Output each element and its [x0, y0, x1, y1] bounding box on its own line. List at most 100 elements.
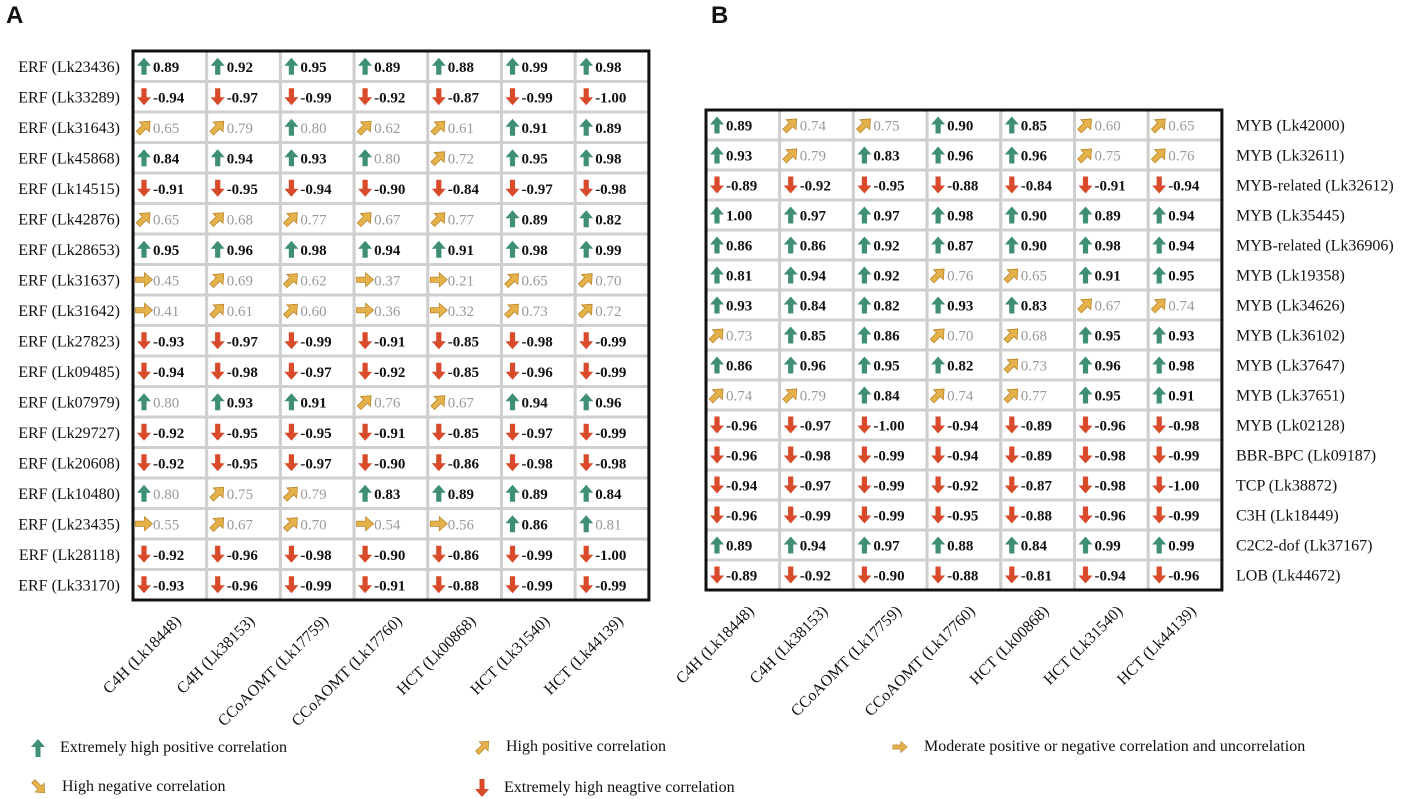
cell-value: -0.87 — [448, 90, 480, 106]
cell-value: 0.93 — [227, 395, 253, 411]
arrow-right-icon — [429, 515, 448, 532]
cell-value: 0.72 — [595, 304, 621, 320]
cell-value: -0.99 — [595, 578, 626, 594]
arrow-down-icon — [284, 179, 299, 197]
cell-value: 0.95 — [1095, 389, 1121, 405]
heatmap-cell — [205, 171, 282, 205]
arrow-up-icon — [931, 206, 946, 224]
arrow-down-icon — [284, 332, 299, 350]
cell-value: 0.81 — [726, 269, 752, 285]
arrow-up-right-icon — [1150, 148, 1166, 164]
arrow-right-icon — [135, 515, 154, 532]
cell-value: -0.86 — [448, 456, 480, 472]
arrow-down-icon — [857, 176, 872, 194]
arrow-up-right-icon — [209, 120, 225, 136]
arrow-down-icon — [358, 545, 373, 563]
cell-value: 0.77 — [300, 212, 327, 228]
cell-value: -0.81 — [1021, 569, 1052, 585]
arrow-down-icon — [931, 566, 946, 584]
arrow-up-right-icon — [356, 395, 372, 411]
arrow-down-icon — [579, 332, 594, 350]
arrow-up-right-icon — [209, 212, 225, 228]
cell-value: -0.94 — [153, 90, 185, 106]
arrow-up-right-icon — [209, 303, 225, 319]
arrow-up-icon — [710, 536, 724, 554]
cell-value: -0.96 — [1168, 569, 1200, 585]
arrow-down-icon — [1078, 476, 1093, 494]
arrow-up-icon — [579, 118, 594, 136]
cell-value: -0.99 — [595, 334, 626, 350]
arrow-up-icon — [137, 484, 151, 502]
arrow-up-icon — [431, 57, 446, 75]
arrow-up-icon — [1004, 236, 1019, 254]
cell-value: 0.74 — [947, 389, 974, 405]
arrow-up-icon — [783, 326, 798, 344]
arrow-down-icon — [431, 454, 446, 472]
cell-value: -0.99 — [522, 90, 553, 106]
row-label: ERF (Lk09485) — [18, 364, 120, 381]
arrow-down-icon — [137, 332, 151, 350]
panel-b-label: B — [711, 2, 729, 29]
cell-value: 0.98 — [595, 151, 621, 167]
arrow-down-icon — [931, 176, 946, 194]
arrow-down-icon — [579, 545, 594, 563]
arrow-up-icon — [210, 240, 225, 258]
cell-value: -0.92 — [374, 365, 405, 381]
cell-value: -0.91 — [1095, 179, 1126, 195]
row-label: ERF (Lk45868) — [18, 150, 120, 167]
row-label: ERF (Lk23435) — [18, 516, 120, 533]
cell-value: 0.96 — [800, 359, 827, 375]
arrow-up-right-icon — [282, 303, 298, 319]
arrow-up-icon — [284, 240, 299, 258]
cell-value: 0.67 — [227, 517, 254, 533]
arrow-up-right-icon — [1077, 148, 1092, 164]
row-label: MYB (Lk32611) — [1236, 148, 1344, 165]
arrow-down-icon — [1078, 566, 1093, 584]
cell-value: 0.74 — [800, 119, 827, 135]
row-label: ERF (Lk27823) — [18, 333, 120, 350]
cell-value: 0.76 — [1168, 149, 1195, 165]
cell-value: 0.45 — [153, 273, 179, 289]
cell-value: -0.98 — [300, 548, 331, 564]
cell-value: 0.60 — [300, 304, 326, 320]
arrow-up-icon — [210, 393, 225, 411]
arrow-up-icon — [137, 149, 151, 167]
arrow-up-icon — [137, 393, 151, 411]
arrow-up-right-icon — [282, 212, 298, 228]
cell-value: -0.92 — [947, 479, 978, 495]
cell-value: -0.98 — [522, 334, 553, 350]
arrow-up-right-icon — [1003, 358, 1019, 374]
cell-value: -1.00 — [1168, 479, 1199, 495]
cell-value: 0.93 — [726, 299, 752, 315]
heatmap-cell — [352, 141, 430, 175]
cell-value: 0.70 — [300, 517, 326, 533]
cell-value: -0.84 — [1021, 179, 1053, 195]
heatmap-cell — [278, 537, 356, 571]
cell-value: 0.84 — [873, 389, 900, 405]
cell-value: -0.98 — [800, 449, 831, 465]
cell-value: 0.98 — [300, 243, 326, 259]
arrow-down-icon — [431, 545, 446, 563]
cell-value: -0.95 — [947, 509, 978, 525]
cell-value: 0.94 — [1168, 239, 1195, 255]
cell-value: 0.96 — [595, 395, 622, 411]
arrow-down-icon — [1004, 176, 1019, 194]
cell-value: -0.99 — [1168, 449, 1199, 465]
arrow-down-icon — [1152, 566, 1167, 584]
cell-value: -0.96 — [726, 509, 758, 525]
cell-value: 0.73 — [1021, 359, 1047, 375]
row-label: MYB-related (Lk36906) — [1236, 238, 1394, 255]
cell-value: 0.94 — [227, 151, 254, 167]
row-label: MYB (Lk19358) — [1236, 268, 1345, 285]
cell-value: 0.95 — [1095, 329, 1121, 345]
arrow-right-icon — [356, 271, 375, 288]
arrow-right-icon — [356, 302, 375, 319]
arrow-down-icon — [1078, 176, 1093, 194]
cell-value: -0.98 — [522, 456, 553, 472]
cell-value: -1.00 — [595, 548, 626, 564]
cell-value: -0.99 — [522, 578, 553, 594]
cell-value: 0.95 — [522, 151, 548, 167]
arrow-up-icon — [783, 536, 798, 554]
heatmap-border — [131, 49, 651, 602]
arrow-up-right-icon — [577, 273, 593, 289]
